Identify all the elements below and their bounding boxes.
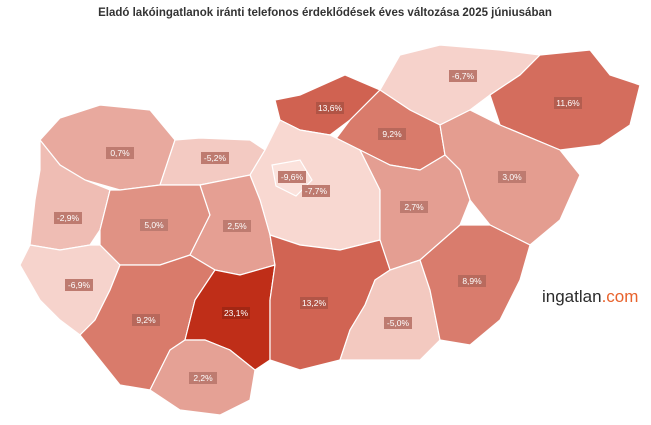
label-box xyxy=(316,102,344,114)
label-box xyxy=(449,70,477,82)
value-label: -5,0% xyxy=(387,318,410,328)
value-label: 3,0% xyxy=(502,172,522,182)
value-label: -6,7% xyxy=(452,71,475,81)
label-box xyxy=(132,314,160,326)
label-box xyxy=(378,128,406,140)
label-box xyxy=(201,152,229,164)
label-box xyxy=(140,219,168,231)
value-label: 2,7% xyxy=(404,202,424,212)
label-box xyxy=(300,297,328,309)
label-box xyxy=(222,307,250,319)
label-box xyxy=(189,372,217,384)
value-label: -9,6% xyxy=(281,172,304,182)
value-label: 23,1% xyxy=(224,308,249,318)
brand-suffix: .com xyxy=(602,287,639,306)
label-box xyxy=(106,147,134,159)
chart-title: Eladó lakóingatlanok iránti telefonos ér… xyxy=(98,7,552,19)
value-label: 8,9% xyxy=(462,276,482,286)
label-box xyxy=(54,212,82,224)
label-box xyxy=(458,275,486,287)
label-box xyxy=(278,171,306,183)
value-label: -7,7% xyxy=(305,186,328,196)
value-label: 2,5% xyxy=(227,221,247,231)
label-box xyxy=(554,97,582,109)
value-label: 13,6% xyxy=(318,103,343,113)
brand-name: ingatlan xyxy=(542,287,602,306)
value-label: 13,2% xyxy=(302,298,327,308)
label-box xyxy=(223,220,251,232)
label-box xyxy=(65,279,93,291)
label-box xyxy=(498,171,526,183)
value-label: 5,0% xyxy=(144,220,164,230)
value-label: 9,2% xyxy=(136,315,156,325)
value-label: 9,2% xyxy=(382,129,402,139)
region xyxy=(339,259,441,361)
value-label: -5,2% xyxy=(204,153,227,163)
value-label: 0,7% xyxy=(110,148,130,158)
brand-logo: ingatlan.com xyxy=(542,287,638,306)
value-label: -6,9% xyxy=(68,280,91,290)
value-label: 11,6% xyxy=(556,98,580,108)
value-label: 2,2% xyxy=(193,373,213,383)
value-label: -2,9% xyxy=(57,213,80,223)
label-box xyxy=(302,185,330,197)
label-box xyxy=(400,201,428,213)
label-box xyxy=(384,317,412,329)
